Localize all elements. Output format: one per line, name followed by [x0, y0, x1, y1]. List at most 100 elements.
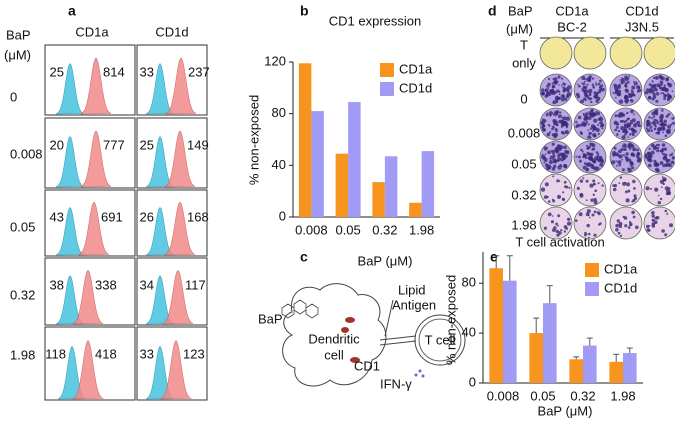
- diagram: c BaP (μM) Lipid Antigen BaP Dendritic c…: [258, 249, 466, 391]
- spot: [540, 187, 546, 192]
- legend-label: CD1a: [604, 261, 638, 276]
- spot: [587, 129, 589, 131]
- histogram-box: [44, 257, 136, 326]
- spot: [597, 182, 600, 185]
- spot: [546, 132, 551, 137]
- spot: [653, 127, 657, 131]
- mfi-label: 43: [50, 209, 64, 224]
- x-tick-label: 0.008: [487, 388, 520, 403]
- spot: [622, 181, 627, 186]
- spot: [544, 153, 547, 156]
- spot: [552, 152, 555, 156]
- row-label: 0: [520, 91, 527, 106]
- spot: [599, 162, 604, 167]
- spot: [626, 182, 630, 187]
- spot: [563, 82, 566, 86]
- spot: [617, 231, 621, 235]
- row-label: 1.98: [10, 347, 35, 362]
- spot: [556, 101, 558, 103]
- legend-label: CD1d: [399, 80, 432, 95]
- spot: [621, 120, 625, 123]
- spot: [650, 125, 653, 128]
- histogram-red: [160, 340, 193, 400]
- spot: [560, 125, 563, 128]
- x-tick-label: 0.32: [570, 388, 595, 403]
- spot: [551, 89, 554, 92]
- spot: [664, 233, 668, 237]
- diagram-label: CD1: [354, 358, 380, 373]
- histogram-box: [44, 44, 136, 116]
- spot: [582, 165, 587, 170]
- spot: [661, 109, 664, 112]
- mfi-label: 237: [188, 64, 210, 79]
- spot: [592, 132, 597, 138]
- spot: [617, 85, 621, 89]
- spot: [628, 227, 631, 229]
- mfi-label: 33: [140, 64, 154, 79]
- spot: [644, 155, 649, 159]
- spot: [625, 198, 630, 203]
- spot: [579, 159, 582, 163]
- spot: [543, 146, 548, 151]
- spot: [662, 92, 665, 95]
- spot: [667, 187, 671, 190]
- spot: [559, 111, 562, 114]
- spot: [564, 165, 567, 168]
- spot: [661, 152, 664, 155]
- spot: [576, 123, 581, 128]
- spot: [644, 90, 649, 95]
- bar: [348, 102, 361, 217]
- spot: [651, 117, 653, 120]
- spot: [593, 233, 597, 237]
- histogram-box: [44, 326, 136, 401]
- spot: [628, 158, 632, 162]
- spot: [649, 187, 652, 190]
- bar: [569, 359, 583, 383]
- mfi-label: 38: [50, 277, 64, 292]
- spot: [657, 194, 660, 197]
- spot: [541, 125, 545, 130]
- histogram-box: [136, 189, 208, 257]
- spot: [549, 114, 552, 117]
- spot: [562, 155, 566, 159]
- spot: [659, 80, 662, 83]
- spot: [577, 115, 582, 120]
- spot: [560, 119, 565, 124]
- dendritic-cell: [282, 283, 387, 387]
- histogram-blue: [56, 63, 84, 115]
- spot: [560, 229, 563, 232]
- row-label: 0.008: [508, 125, 541, 140]
- spot: [662, 131, 664, 134]
- spot: [549, 157, 551, 160]
- spot: [591, 148, 594, 151]
- spot: [597, 82, 601, 86]
- spot: [659, 84, 662, 87]
- spot: [564, 122, 569, 127]
- spot: [671, 90, 674, 92]
- spot: [595, 110, 598, 113]
- spot: [599, 155, 603, 160]
- spot: [583, 116, 589, 121]
- well: [573, 36, 607, 70]
- y-tick-label: 0: [279, 208, 286, 223]
- spot: [654, 167, 659, 172]
- spot: [566, 95, 569, 98]
- spot: [577, 155, 581, 159]
- spot: [671, 160, 675, 163]
- spot: [553, 134, 557, 139]
- spot: [558, 90, 561, 93]
- spot: [656, 143, 659, 147]
- spot: [654, 216, 658, 220]
- bar: [372, 182, 385, 217]
- spot: [553, 120, 558, 125]
- spot: [599, 79, 602, 83]
- histogram-box: [44, 117, 136, 189]
- spot: [652, 95, 657, 99]
- histogram-red: [72, 340, 105, 400]
- spot: [556, 179, 560, 183]
- spot: [576, 95, 581, 99]
- spot: [552, 100, 557, 105]
- spot: [622, 153, 625, 157]
- column-header: J3N.5: [625, 19, 659, 34]
- spot: [614, 114, 618, 118]
